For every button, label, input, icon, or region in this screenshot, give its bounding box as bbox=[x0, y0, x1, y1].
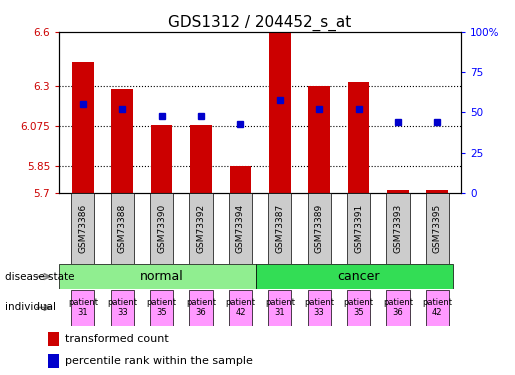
Text: GSM73389: GSM73389 bbox=[315, 204, 323, 254]
Bar bbox=[71, 193, 94, 264]
Text: transformed count: transformed count bbox=[64, 334, 168, 344]
Bar bbox=[111, 89, 133, 193]
Bar bbox=[229, 290, 252, 326]
Bar bbox=[268, 193, 291, 264]
Bar bbox=[190, 193, 213, 264]
Text: patient
42: patient 42 bbox=[226, 298, 255, 317]
Text: GSM73394: GSM73394 bbox=[236, 204, 245, 254]
Text: patient
35: patient 35 bbox=[344, 298, 373, 317]
Text: patient
42: patient 42 bbox=[422, 298, 452, 317]
Text: cancer: cancer bbox=[337, 270, 380, 283]
Text: individual: individual bbox=[5, 303, 56, 312]
Bar bbox=[72, 62, 94, 193]
Text: GSM73386: GSM73386 bbox=[78, 204, 88, 254]
Bar bbox=[59, 264, 256, 289]
Bar bbox=[190, 125, 212, 193]
Bar bbox=[347, 290, 370, 326]
Bar bbox=[111, 193, 134, 264]
Text: percentile rank within the sample: percentile rank within the sample bbox=[64, 356, 252, 366]
Text: patient
33: patient 33 bbox=[107, 298, 137, 317]
Text: normal: normal bbox=[140, 270, 183, 283]
Text: GSM73387: GSM73387 bbox=[275, 204, 284, 254]
Bar bbox=[150, 193, 173, 264]
Text: GSM73395: GSM73395 bbox=[433, 204, 442, 254]
Bar bbox=[308, 86, 330, 193]
Text: patient
31: patient 31 bbox=[68, 298, 98, 317]
Bar bbox=[426, 193, 449, 264]
Bar bbox=[386, 193, 409, 264]
Text: disease state: disease state bbox=[5, 272, 75, 282]
Bar bbox=[386, 290, 409, 326]
Text: GSM73390: GSM73390 bbox=[157, 204, 166, 254]
Bar bbox=[71, 290, 94, 326]
Bar bbox=[307, 193, 331, 264]
Text: patient
35: patient 35 bbox=[147, 298, 177, 317]
Bar bbox=[347, 193, 370, 264]
Bar bbox=[307, 290, 331, 326]
Text: patient
33: patient 33 bbox=[304, 298, 334, 317]
Text: GSM73393: GSM73393 bbox=[393, 204, 402, 254]
Bar bbox=[256, 264, 453, 289]
Bar bbox=[269, 32, 290, 193]
Text: GSM73391: GSM73391 bbox=[354, 204, 363, 254]
Bar bbox=[229, 193, 252, 264]
Text: GSM73392: GSM73392 bbox=[197, 204, 205, 254]
Bar bbox=[48, 354, 59, 368]
Bar bbox=[426, 290, 449, 326]
Bar bbox=[268, 290, 291, 326]
Title: GDS1312 / 204452_s_at: GDS1312 / 204452_s_at bbox=[168, 14, 352, 30]
Bar bbox=[48, 332, 59, 346]
Text: patient
36: patient 36 bbox=[186, 298, 216, 317]
Bar bbox=[426, 189, 448, 193]
Bar bbox=[111, 290, 134, 326]
Bar bbox=[190, 290, 213, 326]
Bar bbox=[230, 166, 251, 193]
Bar bbox=[387, 189, 409, 193]
Text: GSM73388: GSM73388 bbox=[118, 204, 127, 254]
Text: patient
36: patient 36 bbox=[383, 298, 413, 317]
Bar bbox=[348, 82, 369, 193]
Bar bbox=[151, 125, 173, 193]
Bar bbox=[150, 290, 173, 326]
Text: patient
31: patient 31 bbox=[265, 298, 295, 317]
